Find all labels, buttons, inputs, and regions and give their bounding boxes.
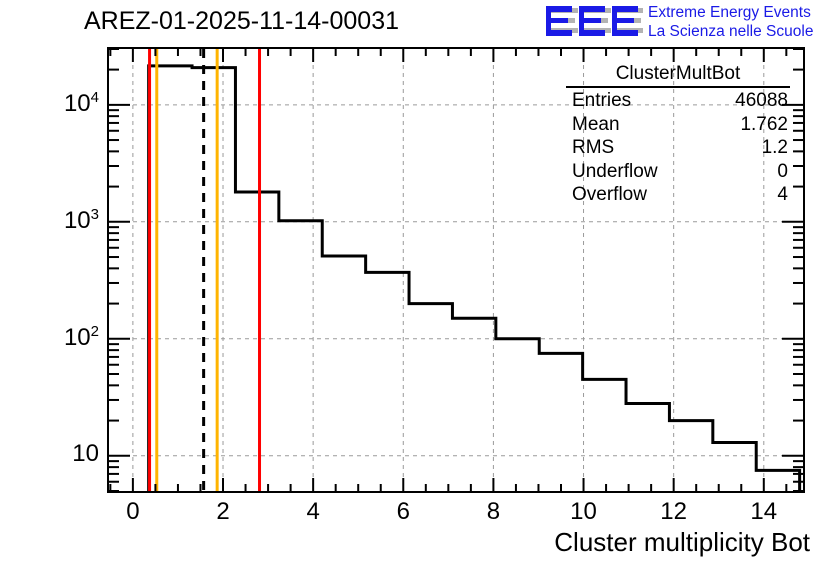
x-tick-label: 4 [306, 498, 320, 525]
stats-row: Entries 46088 [566, 89, 790, 113]
y-tick-label: 103 [63, 205, 99, 234]
stats-row: Overflow 4 [566, 183, 790, 207]
eee-logo: Extreme Energy Events La Scienza nelle S… [543, 2, 835, 44]
plot-frame [107, 47, 805, 493]
eee-logo-line1: Extreme Energy Events [648, 4, 811, 21]
stats-row-key: Overflow [572, 184, 647, 205]
x-tick-label: 12 [660, 498, 687, 525]
page-title: AREZ-01-2025-11-14-00031 [84, 7, 400, 35]
stats-row-value: 0 [777, 160, 788, 182]
stats-histogram-name: ClusterMultBot [566, 63, 790, 88]
y-tick-label: 102 [63, 322, 99, 351]
y-tick-label: 10 [72, 439, 99, 467]
stats-row: Mean 1.762 [566, 113, 790, 137]
stats-row: RMS 1.2 [566, 136, 790, 160]
stats-row-key: Mean [572, 113, 620, 135]
x-tick-label: 0 [126, 498, 140, 525]
x-tick-label: 6 [396, 498, 410, 525]
stats-row-value: 4 [777, 184, 788, 205]
stats-box: ClusterMultBot Entries 46088 Mean 1.762 RMS 1… [566, 63, 790, 207]
x-axis-title: Cluster multiplicity Bot [554, 527, 810, 557]
stats-row-key: RMS [572, 137, 615, 158]
y-tick-label: 104 [63, 88, 99, 117]
eee-logo-line2: La Scienza nelle Scuole [648, 23, 814, 40]
x-tick-label: 10 [570, 498, 597, 525]
histogram-step-line [147, 64, 802, 491]
stats-rows: Entries 46088 Mean 1.762 RMS 1.2 Underflow 0 Ove… [566, 89, 790, 207]
eee-logo-mark-icon [546, 6, 643, 36]
stats-row: Underflow 0 [566, 160, 790, 184]
stats-row-key: Underflow [572, 160, 658, 182]
x-tick-label: 14 [750, 498, 778, 525]
x-tick-label: 8 [486, 498, 501, 525]
histogram-canvas [109, 49, 803, 491]
eee-logo-text: Extreme Energy Events La Scienza nelle S… [648, 3, 813, 41]
stats-row-value: 1.2 [761, 137, 788, 158]
stats-row-value: 46088 [735, 90, 788, 111]
stats-row-value: 1.762 [740, 113, 788, 135]
x-tick-label: 2 [216, 498, 230, 525]
stats-row-key: Entries [572, 90, 632, 111]
plot-area [109, 49, 803, 491]
